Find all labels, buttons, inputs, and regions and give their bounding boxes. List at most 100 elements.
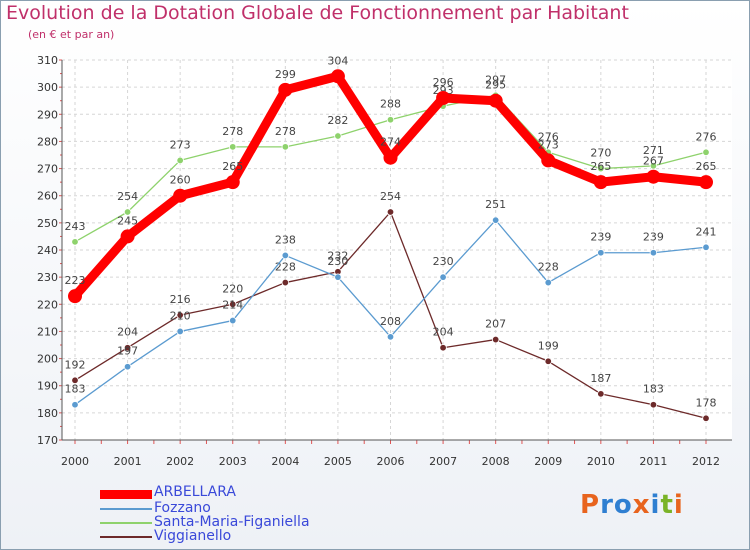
data-point <box>488 93 503 108</box>
data-point <box>330 69 345 84</box>
y-tick-label: 250 <box>37 217 58 230</box>
data-label: 239 <box>590 231 611 244</box>
data-point <box>593 175 608 190</box>
y-tick-label: 240 <box>37 244 58 257</box>
data-label: 183 <box>65 383 86 396</box>
data-point <box>436 91 451 105</box>
legend-label-viggianello: Viggianello <box>154 528 232 544</box>
data-label: 243 <box>65 220 86 233</box>
data-point <box>439 273 447 281</box>
y-tick-label: 230 <box>37 271 58 284</box>
data-point <box>649 401 658 409</box>
data-label: 267 <box>643 155 664 168</box>
data-point <box>439 344 447 352</box>
x-tick-label: 2003 <box>219 455 247 468</box>
data-point <box>173 188 188 203</box>
data-point <box>541 153 556 168</box>
data-point <box>71 376 79 384</box>
data-label: 178 <box>696 396 717 409</box>
data-label: 241 <box>696 225 717 238</box>
y-tick-label: 170 <box>37 434 58 447</box>
logo-letter: x <box>632 490 651 520</box>
data-point <box>334 132 342 140</box>
data-point <box>176 327 184 336</box>
x-tick-label: 2002 <box>166 455 194 468</box>
data-label: 251 <box>485 198 506 211</box>
legend-swatch-santa-maria-figaniella <box>100 522 152 524</box>
x-tick-label: 2005 <box>324 455 352 468</box>
data-label: 199 <box>538 339 559 352</box>
data-point <box>120 229 135 244</box>
y-tick-label: 180 <box>37 407 58 420</box>
data-label: 187 <box>590 372 611 385</box>
logo-letter: o <box>613 490 633 520</box>
data-label: 297 <box>485 73 506 86</box>
data-label: 230 <box>327 255 348 268</box>
x-tick-label: 2000 <box>61 455 89 468</box>
data-point <box>649 249 658 257</box>
data-point <box>386 116 395 124</box>
data-label: 296 <box>433 76 454 89</box>
x-tick-label: 2007 <box>429 455 457 468</box>
x-tick-label: 2012 <box>692 455 720 468</box>
legend-label-fozzano: Fozzano <box>154 500 211 516</box>
legend-swatch-fozzano <box>100 508 152 510</box>
chart-title: Evolution de la Dotation Globale de Fonc… <box>6 2 629 24</box>
data-point <box>71 238 79 246</box>
data-label: 254 <box>117 190 138 203</box>
logo-letter: i <box>673 490 684 520</box>
data-label: 273 <box>538 138 559 151</box>
y-tick-label: 190 <box>37 380 58 393</box>
data-label: 288 <box>380 98 401 111</box>
data-point <box>278 82 293 97</box>
data-point <box>229 143 237 151</box>
y-tick-label: 290 <box>37 108 58 121</box>
data-label: 210 <box>170 309 191 322</box>
data-label: 276 <box>538 130 559 143</box>
logo-letter: t <box>660 490 674 520</box>
x-tick-label: 2009 <box>534 455 562 468</box>
data-point <box>597 164 605 173</box>
logo-letter: r <box>600 490 614 520</box>
data-point <box>383 150 398 165</box>
data-point <box>123 363 132 371</box>
y-tick-label: 220 <box>37 298 58 311</box>
data-label: 207 <box>485 318 506 331</box>
y-tick-label: 270 <box>37 163 58 176</box>
data-label: 265 <box>222 160 243 173</box>
data-label: 273 <box>170 138 191 151</box>
x-tick-label: 2010 <box>587 455 615 468</box>
y-tick-label: 260 <box>37 190 58 203</box>
legend-label-santa-maria-figaniella: Santa-Maria-Figaniella <box>154 514 310 530</box>
y-tick-label: 210 <box>37 325 58 338</box>
data-label: 270 <box>590 147 611 160</box>
data-point <box>176 311 184 319</box>
data-point <box>702 148 710 156</box>
data-label: 282 <box>327 114 348 127</box>
data-label: 204 <box>433 326 454 339</box>
data-point <box>334 273 342 281</box>
data-label: 254 <box>380 190 401 203</box>
x-tick-label: 2004 <box>271 455 299 468</box>
data-label: 278 <box>222 125 243 138</box>
x-tick-label: 2008 <box>482 455 510 468</box>
data-point <box>225 175 240 190</box>
data-label: 304 <box>327 54 348 67</box>
data-label: 278 <box>275 125 296 138</box>
y-tick-label: 280 <box>37 135 58 148</box>
data-point <box>702 243 710 251</box>
legend-swatch-arbellara <box>100 490 152 499</box>
data-point <box>176 156 184 165</box>
data-point <box>71 401 79 409</box>
data-label: 228 <box>275 261 296 274</box>
data-label: 220 <box>222 282 243 295</box>
data-label: 230 <box>433 255 454 268</box>
y-tick-label: 300 <box>37 81 58 94</box>
data-label: 192 <box>65 358 86 371</box>
data-label: 228 <box>538 261 559 274</box>
y-tick-label: 310 <box>37 54 58 67</box>
data-point <box>597 390 605 398</box>
data-point <box>491 216 500 224</box>
data-label: 208 <box>380 315 401 328</box>
